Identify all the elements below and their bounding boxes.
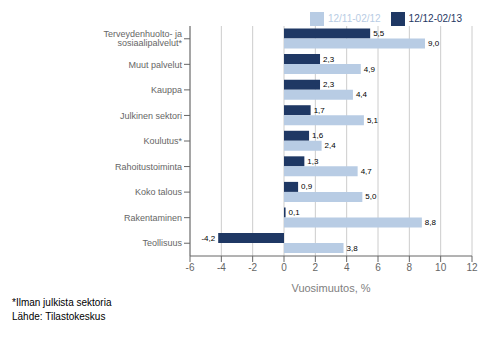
html-text:Lähde: Tilastokeskus: Lähde: Tilastokeskus — [12, 311, 106, 322]
svg-text:Rakentaminen: Rakentaminen — [124, 213, 182, 223]
svg-text:0: 0 — [281, 262, 287, 273]
svg-text:Koulutus*: Koulutus* — [143, 136, 182, 146]
svg-text:9,0: 9,0 — [428, 39, 440, 48]
svg-text:5,1: 5,1 — [367, 116, 379, 125]
svg-text:2,3: 2,3 — [323, 55, 335, 64]
svg-text:Koko talous: Koko talous — [135, 187, 183, 197]
svg-text:1,3: 1,3 — [307, 157, 319, 166]
svg-text:Muut palvelut: Muut palvelut — [128, 60, 182, 70]
svg-text:8,8: 8,8 — [425, 218, 437, 227]
svg-text:2,4: 2,4 — [325, 141, 337, 150]
html-text:12/11-02/12: 12/11-02/12 — [328, 12, 381, 24]
svg-text:2: 2 — [313, 262, 319, 273]
svg-text:-4,2: -4,2 — [201, 234, 215, 243]
svg-text:3,8: 3,8 — [347, 244, 359, 253]
svg-text:Terveydenhuolto- jasosiaalipal: Terveydenhuolto- jasosiaalipalvelut* — [103, 29, 182, 48]
svg-text:Julkinen sektori: Julkinen sektori — [120, 111, 182, 121]
svg-text:12: 12 — [466, 262, 478, 273]
svg-text:-4: -4 — [217, 262, 226, 273]
svg-text:2,3: 2,3 — [323, 80, 335, 89]
svg-text:Vuosimuutos, %: Vuosimuutos, % — [291, 282, 370, 294]
html-text:*Ilman julkista sektoria: *Ilman julkista sektoria — [12, 297, 112, 308]
svg-text:0,9: 0,9 — [301, 182, 313, 191]
svg-text:-2: -2 — [248, 262, 257, 273]
svg-text:1,6: 1,6 — [312, 131, 324, 140]
svg-text:6: 6 — [375, 262, 381, 273]
svg-text:5,0: 5,0 — [365, 192, 377, 201]
svg-text:-6: -6 — [186, 262, 195, 273]
svg-text:0,1: 0,1 — [289, 208, 301, 217]
svg-text:10: 10 — [435, 262, 447, 273]
svg-text:4,7: 4,7 — [361, 167, 373, 176]
svg-text:Teollisuus: Teollisuus — [142, 238, 182, 248]
html-text:12/12-02/13: 12/12-02/13 — [408, 12, 462, 24]
svg-text:5,5: 5,5 — [373, 29, 385, 38]
svg-text:4: 4 — [344, 262, 350, 273]
svg-text:8: 8 — [407, 262, 413, 273]
svg-text:4,9: 4,9 — [364, 65, 376, 74]
svg-text:Rahoitustoiminta: Rahoitustoiminta — [115, 162, 182, 172]
svg-text:4,4: 4,4 — [356, 90, 368, 99]
svg-text:1,7: 1,7 — [314, 106, 326, 115]
svg-text:Kauppa: Kauppa — [151, 85, 182, 95]
